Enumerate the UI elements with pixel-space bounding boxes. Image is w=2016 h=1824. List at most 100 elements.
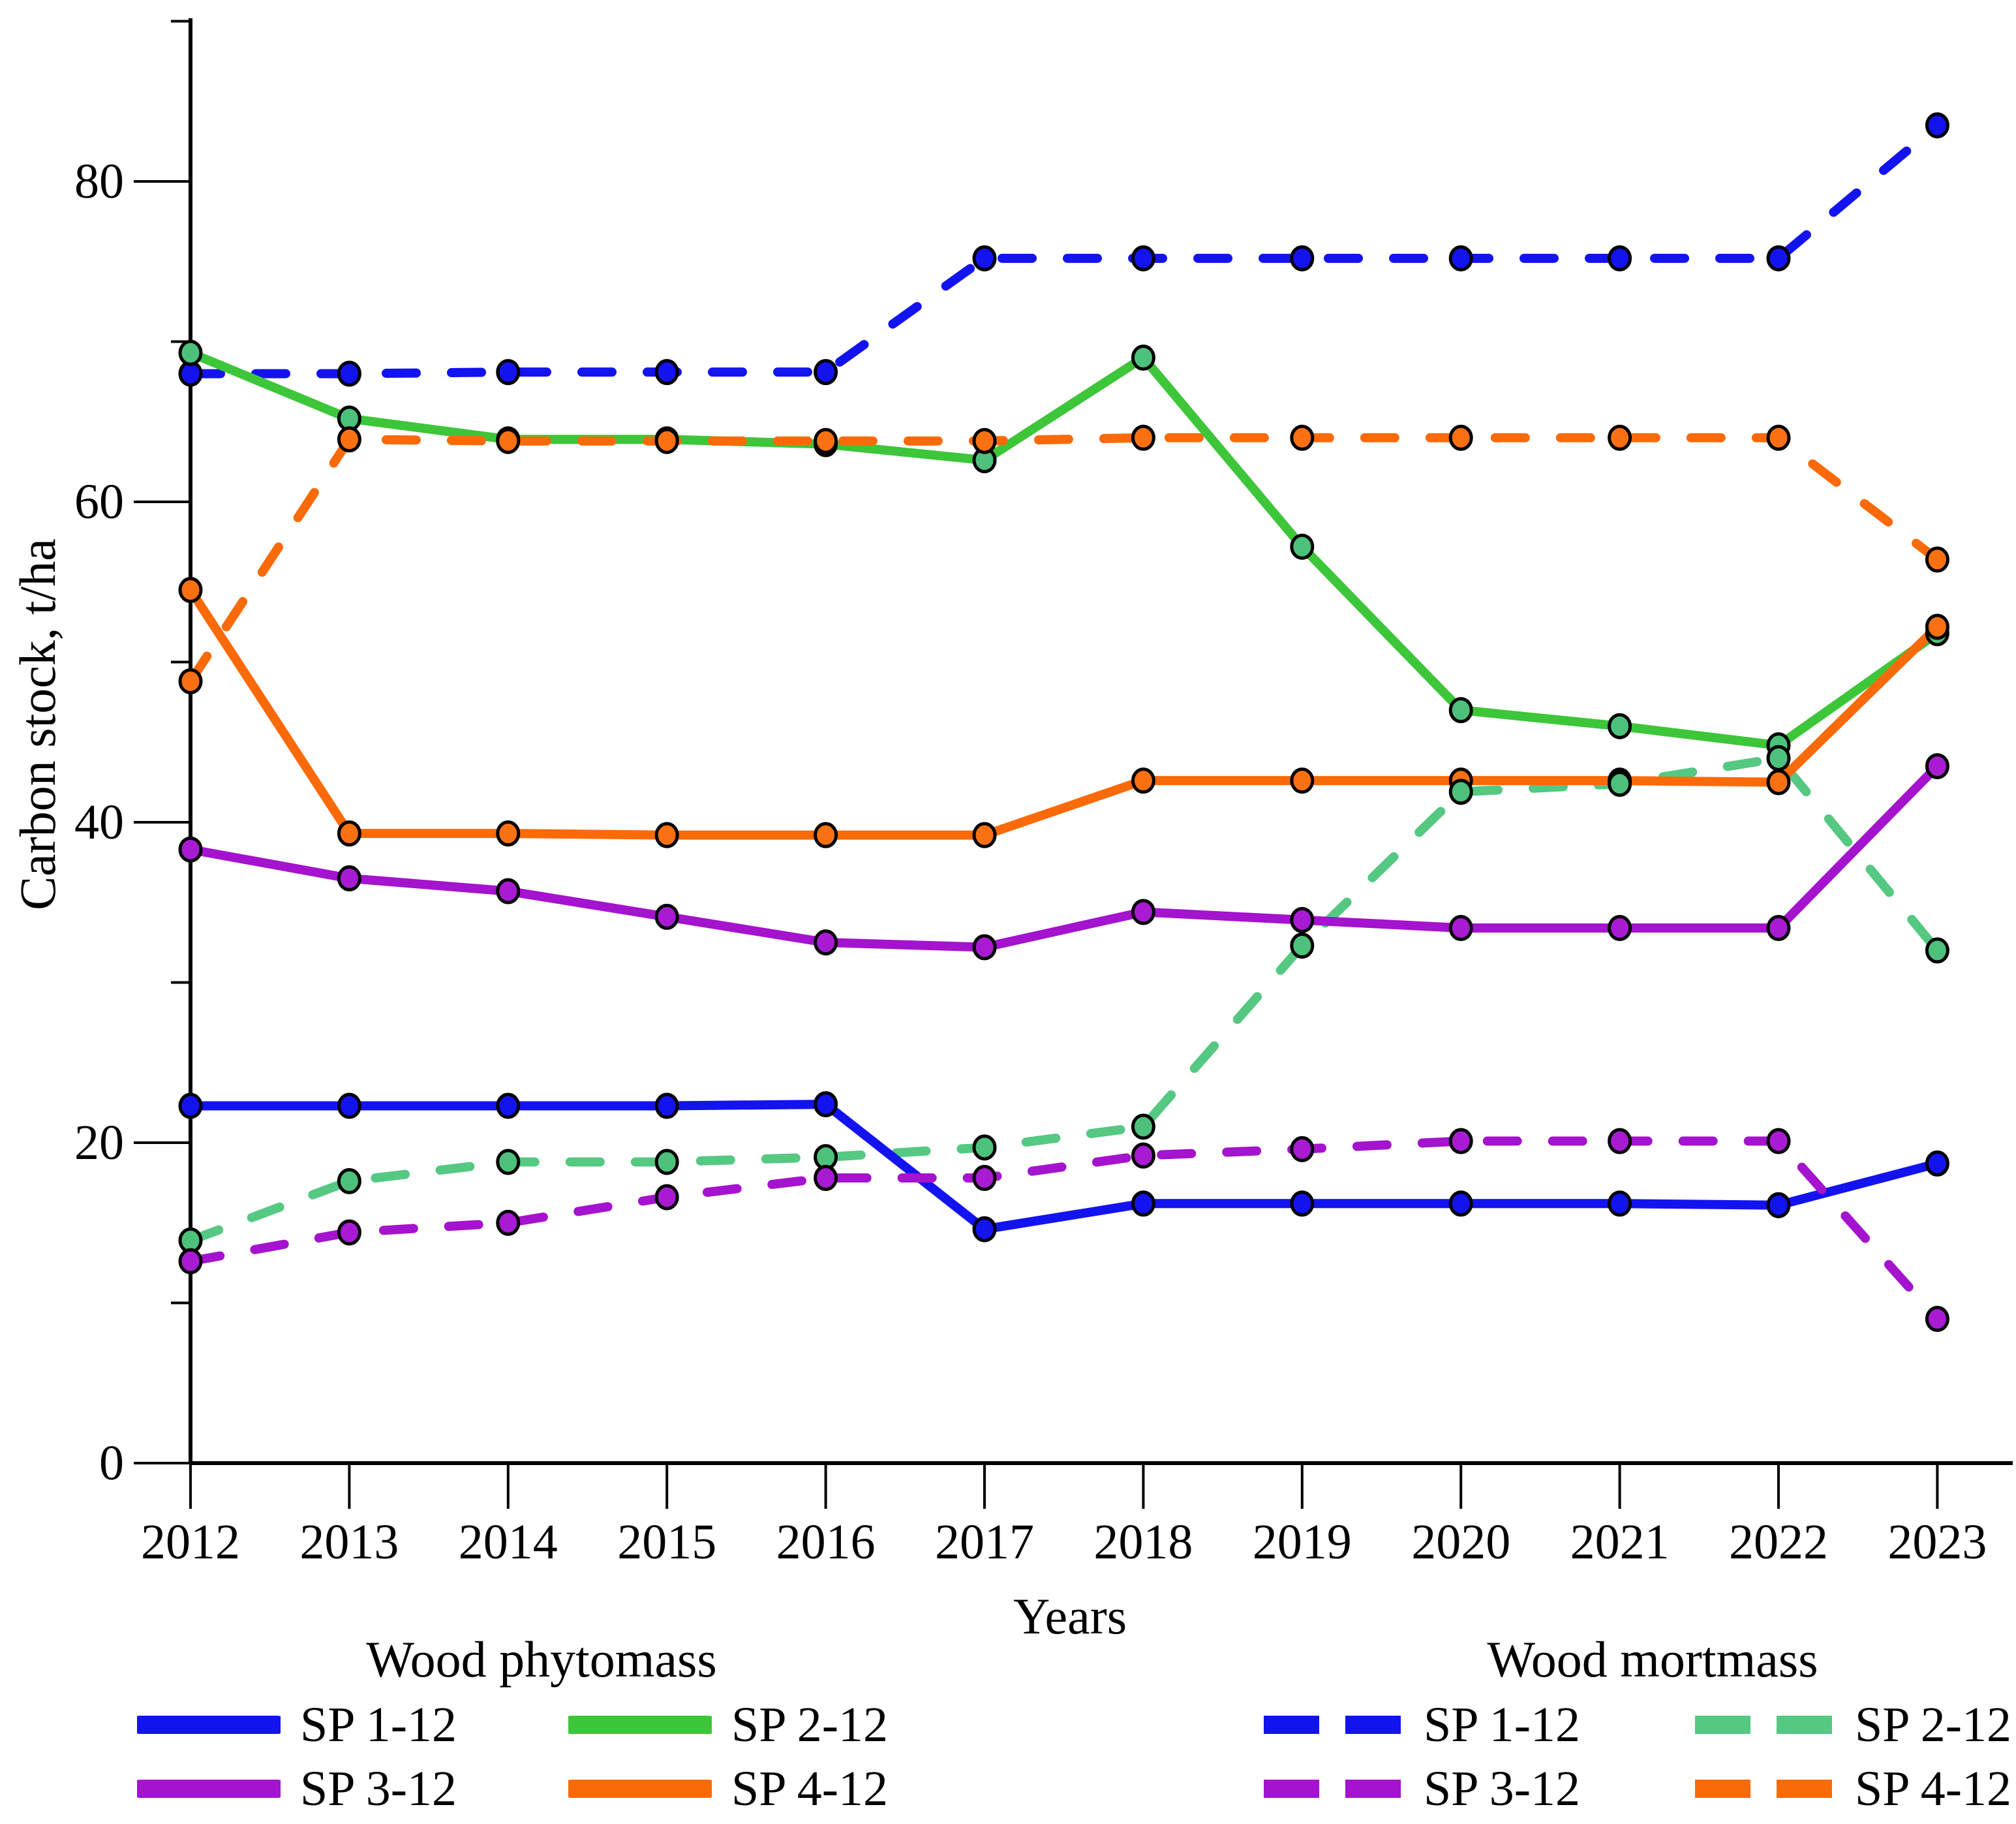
data-point-phytomass-SP4-12-2012	[178, 577, 203, 604]
data-point-mortmass-SP1-12-2018	[1131, 245, 1155, 271]
data-point-phytomass-SP3-12-2012	[178, 836, 203, 863]
data-point-phytomass-SP4-12-2014	[496, 820, 521, 847]
y-tick-label-60: 60	[74, 474, 124, 529]
data-point-phytomass-SP2-12-2018	[1131, 345, 1155, 371]
series-line-mortmass-SP4-12	[186, 433, 1942, 686]
x-tick-label-2020: 2020	[1411, 1515, 1511, 1569]
data-point-phytomass-SP3-12-2019	[1290, 906, 1315, 933]
data-point-mortmass-SP3-12-2017	[972, 1165, 997, 1192]
dashed-line-swatch-icon	[1264, 1780, 1401, 1798]
legend-title-wood-mortmass: Wood mortmass	[1487, 1631, 1818, 1688]
legend-item-label: SP 4-12	[731, 1761, 889, 1816]
data-point-phytomass-SP3-12-2013	[337, 865, 361, 891]
x-tick-label-2021: 2021	[1570, 1515, 1670, 1569]
legend-item-wood-mortmass-SP2-12: SP 2-12	[1692, 1695, 2011, 1755]
data-point-mortmass-SP4-12-2013	[337, 426, 361, 453]
series-line-phytomass-SP2-12	[186, 348, 1942, 750]
data-point-phytomass-SP2-12-2021	[1608, 713, 1632, 739]
data-point-mortmass-SP3-12-2014	[496, 1209, 521, 1236]
data-point-mortmass-SP1-12-2021	[1608, 245, 1632, 271]
data-point-phytomass-SP3-12-2018	[1131, 899, 1155, 925]
data-point-mortmass-SP2-12-2015	[654, 1149, 679, 1175]
data-point-phytomass-SP1-12-2021	[1608, 1190, 1632, 1217]
series-line-phytomass-SP4-12	[186, 585, 1942, 840]
data-point-mortmass-SP4-12-2015	[654, 427, 679, 454]
data-point-phytomass-SP1-12-2023	[1925, 1150, 1949, 1177]
data-point-mortmass-SP1-12-2014	[496, 359, 521, 386]
legend-item-wood-mortmass-SP3-12: SP 3-12	[1260, 1759, 1580, 1819]
x-tick-label-2019: 2019	[1252, 1515, 1352, 1569]
data-point-phytomass-SP3-12-2022	[1766, 915, 1791, 942]
data-point-phytomass-SP4-12-2015	[654, 822, 679, 848]
x-tick-label-2022: 2022	[1729, 1515, 1828, 1569]
data-point-mortmass-SP4-12-2018	[1131, 424, 1155, 451]
data-point-mortmass-SP1-12-2020	[1448, 245, 1473, 271]
x-tick-label-2012: 2012	[141, 1515, 240, 1569]
data-point-mortmass-SP1-12-2022	[1766, 245, 1791, 271]
data-point-mortmass-SP3-12-2015	[654, 1184, 679, 1211]
dashed-line-swatch-icon	[1695, 1780, 1832, 1798]
data-point-phytomass-SP4-12-2016	[814, 822, 838, 848]
legend-item-label: SP 2-12	[731, 1697, 889, 1752]
data-point-mortmass-SP3-12-2022	[1766, 1128, 1791, 1154]
legend-item-label: SP 4-12	[1855, 1761, 2012, 1816]
data-point-mortmass-SP3-12-2023	[1925, 1306, 1949, 1333]
legend-item-label: SP 2-12	[1855, 1697, 2012, 1752]
solid-line-swatch-icon	[137, 1780, 281, 1798]
data-point-mortmass-SP2-12-2017	[972, 1134, 997, 1161]
data-point-phytomass-SP1-12-2015	[654, 1092, 679, 1119]
data-point-mortmass-SP2-12-2014	[496, 1149, 521, 1175]
legend-item-label: SP 3-12	[300, 1761, 457, 1816]
data-point-phytomass-SP3-12-2014	[496, 878, 521, 904]
data-point-phytomass-SP2-12-2020	[1448, 697, 1473, 724]
data-point-mortmass-SP2-12-2018	[1131, 1113, 1155, 1140]
data-point-mortmass-SP4-12-2016	[814, 427, 838, 454]
x-tick-label-2023: 2023	[1887, 1515, 1987, 1569]
legend-item-label: SP 3-12	[1424, 1761, 1581, 1816]
data-point-mortmass-SP4-12-2014	[496, 427, 521, 454]
data-point-phytomass-SP1-12-2013	[337, 1092, 361, 1119]
legend-title-wood-phytomass: Wood phytomass	[366, 1631, 717, 1688]
data-point-mortmass-SP4-12-2020	[1448, 424, 1473, 451]
y-tick-label-0: 0	[99, 1436, 124, 1491]
y-tick-label-20: 20	[74, 1115, 124, 1170]
data-point-mortmass-SP3-12-2019	[1290, 1136, 1315, 1162]
data-point-mortmass-SP1-12-2023	[1925, 112, 1949, 139]
data-point-phytomass-SP4-12-2013	[337, 820, 361, 847]
data-point-mortmass-SP2-12-2019	[1290, 933, 1315, 959]
data-point-phytomass-SP3-12-2016	[814, 929, 838, 956]
x-tick-label-2018: 2018	[1093, 1515, 1193, 1569]
data-point-mortmass-SP3-12-2021	[1608, 1128, 1632, 1154]
data-point-mortmass-SP3-12-2016	[814, 1165, 838, 1192]
series-line-phytomass-SP3-12	[186, 762, 1942, 952]
x-tick-label-2015: 2015	[617, 1515, 717, 1569]
legend-item-label: SP 1-12	[1424, 1697, 1581, 1752]
data-point-phytomass-SP3-12-2015	[654, 903, 679, 930]
data-point-mortmass-SP2-12-2013	[337, 1167, 361, 1194]
data-point-mortmass-SP1-12-2016	[814, 359, 838, 386]
x-tick-label-2013: 2013	[299, 1515, 399, 1569]
legend-item-wood-phytomass-SP3-12: SP 3-12	[137, 1759, 457, 1819]
data-point-phytomass-SP2-12-2019	[1290, 533, 1315, 560]
legend-item-wood-mortmass-SP1-12: SP 1-12	[1260, 1695, 1580, 1755]
series-line-phytomass-SP1-12	[186, 1100, 1942, 1234]
x-tick-label-2014: 2014	[458, 1515, 558, 1569]
data-point-phytomass-SP4-12-2018	[1131, 767, 1155, 794]
x-tick-label-2016: 2016	[776, 1515, 876, 1569]
data-point-mortmass-SP2-12-2022	[1766, 745, 1791, 771]
data-point-mortmass-SP3-12-2012	[178, 1248, 203, 1275]
data-point-phytomass-SP1-12-2020	[1448, 1190, 1473, 1217]
data-point-phytomass-SP1-12-2014	[496, 1092, 521, 1119]
y-tick-label-80: 80	[74, 154, 124, 209]
data-point-phytomass-SP3-12-2023	[1925, 753, 1949, 780]
legend-item-label: SP 1-12	[300, 1697, 457, 1752]
data-point-phytomass-SP1-12-2012	[178, 1092, 203, 1119]
legend-item-wood-mortmass-SP4-12: SP 4-12	[1692, 1759, 2011, 1819]
data-point-mortmass-SP4-12-2021	[1608, 424, 1632, 451]
data-point-mortmass-SP4-12-2022	[1766, 424, 1791, 451]
data-point-mortmass-SP3-12-2013	[337, 1219, 361, 1246]
legend-item-wood-phytomass-SP4-12: SP 4-12	[568, 1759, 888, 1819]
data-point-phytomass-SP1-12-2019	[1290, 1190, 1315, 1217]
x-tick-label-2017: 2017	[935, 1515, 1034, 1569]
